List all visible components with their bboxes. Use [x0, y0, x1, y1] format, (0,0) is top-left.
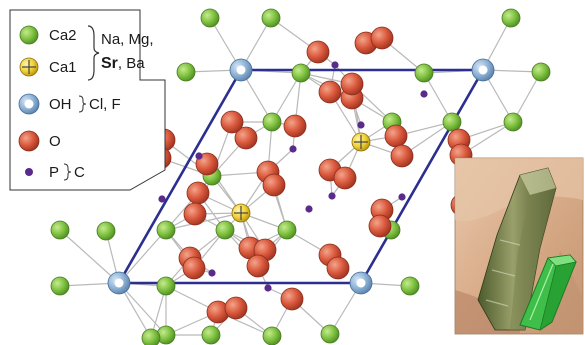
phosphorus-atom	[158, 195, 166, 203]
ca2-atom	[176, 62, 196, 82]
oxygen-atom	[318, 80, 342, 104]
oxygen-atom	[390, 144, 414, 168]
legend-o-label: O	[49, 133, 61, 150]
ca2-atom	[201, 325, 221, 345]
legend-oh-substituents: Cl, F	[89, 96, 121, 113]
oxygen-atom	[246, 254, 270, 278]
ca2-atom	[414, 63, 434, 83]
bond	[423, 72, 453, 123]
legend-ca-brace	[87, 25, 100, 81]
legend-p-label: P	[49, 164, 59, 181]
legend-oh-brace	[78, 95, 87, 113]
oxygen-atom	[333, 166, 357, 190]
ca2-atom	[277, 220, 297, 240]
oxygen-atom	[220, 110, 244, 134]
oxygen-atom	[340, 72, 364, 96]
oxygen-atom	[283, 114, 307, 138]
hydroxyl-atom-center	[236, 65, 246, 75]
ca2-atom	[156, 276, 176, 296]
hydroxyl-atom-center	[356, 278, 366, 288]
hydroxyl-atom-center	[114, 278, 124, 288]
oxygen-atom	[183, 202, 207, 226]
ca2-atom	[262, 112, 282, 132]
unit-cell-outline	[117, 68, 485, 285]
ca2-atom	[291, 63, 311, 83]
phosphorus-atom	[195, 152, 203, 160]
legend-o-marker	[18, 130, 40, 152]
phosphorus-atom	[357, 121, 365, 129]
oxygen-atom	[224, 296, 248, 320]
oxygen-atom	[370, 26, 394, 50]
legend-p-substituents: C	[74, 164, 85, 181]
oxygen-atom	[262, 173, 286, 197]
phosphorus-atom	[331, 61, 339, 69]
ca2-atom	[442, 112, 462, 132]
legend-ca-substituents-line1: Na, Mg,	[101, 31, 154, 48]
oxygen-atom	[234, 126, 258, 150]
phosphorus-atom	[289, 145, 297, 153]
legend-oh-label: OH	[49, 96, 72, 113]
ca2-atom	[50, 220, 70, 240]
legend-p-brace	[63, 163, 72, 181]
bond	[118, 282, 167, 336]
bond	[59, 229, 120, 284]
oxygen-atom	[384, 124, 408, 148]
ca2-atom	[531, 62, 551, 82]
legend-ca2-marker	[19, 25, 39, 45]
ca2-atom	[501, 8, 521, 28]
oxygen-atom	[186, 181, 210, 205]
ca2-atom	[503, 112, 523, 132]
legend-ba-label: , Ba	[118, 55, 145, 72]
bond	[271, 72, 302, 123]
legend-ca1-label: Ca1	[49, 59, 77, 76]
legend-border	[9, 9, 166, 191]
ca2-atom	[141, 328, 161, 345]
ca2-atom	[96, 221, 116, 241]
ca2-atom	[261, 8, 281, 28]
oxygen-atom	[368, 214, 392, 238]
phosphorus-atom	[264, 284, 272, 292]
phosphorus-atom	[208, 269, 216, 277]
phosphorus-atom	[305, 205, 313, 213]
bond	[118, 229, 167, 284]
oxygen-atom	[326, 256, 350, 280]
ca2-atom	[262, 326, 282, 345]
ca2-atom	[215, 220, 235, 240]
oxygen-atom	[280, 287, 304, 311]
ca2-atom	[156, 220, 176, 240]
ca2-atom	[400, 276, 420, 296]
bond	[512, 71, 542, 123]
legend-sr-label: Sr	[101, 55, 118, 72]
oxygen-atom	[182, 256, 206, 280]
legend-ca2-label: Ca2	[49, 27, 77, 44]
legend: Ca2 Ca1 Na, Mg, Sr, Ba OH Cl, F O P C	[9, 9, 166, 191]
phosphorus-atom	[420, 90, 428, 98]
ca2-atom	[200, 8, 220, 28]
phosphorus-atom	[398, 193, 406, 201]
legend-ca-substituents-line2: Sr, Ba	[101, 55, 145, 72]
phosphorus-atom	[328, 192, 336, 200]
green-crystal-prism-icon	[519, 254, 577, 331]
ca2-atom	[320, 324, 340, 344]
hydroxyl-atom-center	[478, 65, 488, 75]
legend-oh-marker-center	[24, 99, 34, 109]
mineral-crystal-photo	[454, 157, 584, 335]
oxygen-atom	[306, 40, 330, 64]
legend-p-marker	[25, 168, 33, 176]
ca2-atom	[50, 276, 70, 296]
